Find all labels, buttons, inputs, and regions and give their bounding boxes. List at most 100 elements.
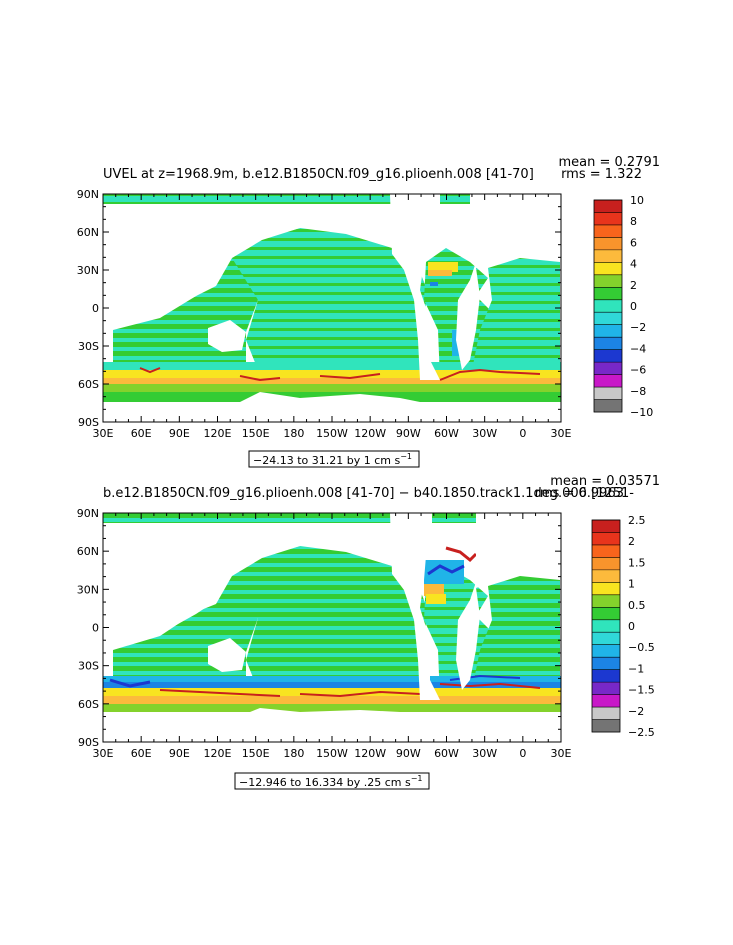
colorbar-swatch: [592, 557, 620, 571]
colorbar-frame: [591, 519, 621, 733]
colorbar-label: −2.5: [628, 726, 655, 739]
y-tick-label: 60S: [78, 378, 99, 391]
colorbar-swatch: [592, 669, 620, 683]
panel-1-range-box: −24.13 to 31.21 by 1 cm s−1: [248, 450, 420, 468]
panel-2-rms: rms = 0.9963: [535, 486, 624, 501]
panel-2-y-ticks: 90N 60N 30N 0 30S 60S 90S: [77, 507, 561, 749]
y-tick-label: 90N: [77, 507, 99, 520]
colorbar-label: 1.5: [628, 556, 646, 569]
panel-2-colorbar: 2.5 2 1.5 1 0.5 0 −0.5 −1 −1.5 −2 −2.5: [591, 514, 655, 739]
panel-1-title: UVEL at z=1968.9m, b.e12.B1850CN.f09_g16…: [103, 167, 534, 182]
colorbar-label: 10: [630, 194, 644, 207]
colorbar-swatch: [592, 544, 620, 558]
panel-1-y-ticks: 90N 60N 30N 0 30S 60S 90S: [77, 188, 561, 429]
colorbar-swatch: [592, 569, 620, 583]
colorbar-swatch: [592, 644, 620, 658]
x-tick-label: 60W: [434, 427, 459, 440]
panel-1-mean: mean = 0.2791: [558, 155, 660, 170]
colorbar-swatch: [594, 262, 622, 276]
y-tick-label: 90S: [78, 736, 99, 749]
colorbar-label: 8: [630, 215, 637, 228]
colorbar-swatch: [594, 349, 622, 363]
colorbar-swatch: [594, 212, 622, 226]
colorbar-swatch: [592, 657, 620, 670]
x-tick-label: 180: [283, 427, 304, 440]
x-tick-label: 30E: [551, 427, 572, 440]
colorbar-label: 0: [630, 300, 637, 313]
x-tick-label: 90E: [169, 747, 190, 760]
colorbar-swatch: [592, 520, 620, 533]
colorbar-swatch: [594, 362, 622, 375]
x-tick-label: 150W: [316, 747, 348, 760]
x-tick-label: 30W: [472, 747, 497, 760]
colorbar-swatch: [594, 299, 622, 313]
colorbar-label: 4: [630, 258, 637, 271]
x-tick-label: 60E: [131, 427, 152, 440]
x-tick-label: 150W: [316, 427, 348, 440]
x-tick-label: 30W: [472, 427, 497, 440]
panel-1-x-ticks: 30E 60E 90E 120E 150E 180 150W 120W 90W 60W 30W 0 30…: [93, 194, 572, 440]
y-tick-label: 30S: [78, 340, 99, 353]
x-tick-label: 90W: [396, 427, 421, 440]
panel-2-x-ticks: 30E 60E 90E 120E 150E 180 150W 120W 90W 60W 30W 0 30…: [93, 513, 572, 760]
colorbar-swatch: [594, 374, 622, 388]
y-tick-label: 0: [92, 302, 99, 315]
x-tick-label: 150E: [242, 747, 270, 760]
y-tick-label: 60N: [77, 226, 99, 239]
colorbar-swatch: [592, 694, 620, 708]
colorbar-label: −2: [628, 705, 644, 718]
panel-2-mean: mean = 0.03571: [550, 474, 660, 489]
y-tick-label: 90N: [77, 188, 99, 201]
panel-1-rms: rms = 1.322: [561, 167, 642, 182]
panel-2: 30E 60E 90E 120E 150E 180 150W 120W 90W 60W 30W 0 30…: [77, 474, 660, 790]
y-tick-label: 30N: [77, 264, 99, 277]
x-tick-label: 30E: [93, 427, 114, 440]
colorbar-swatch: [594, 200, 622, 213]
colorbar-label: −2: [630, 321, 646, 334]
colorbar-label: 0: [628, 620, 635, 633]
panel-1-colorbar: 10 8 6 4 2 0 −2 −4 −6 −8 −10: [593, 194, 653, 419]
x-tick-label: 120W: [354, 427, 386, 440]
colorbar-swatch: [594, 237, 622, 251]
y-tick-label: 90S: [78, 416, 99, 429]
colorbar-label: −1.5: [628, 684, 655, 697]
panel-1-range-unit: −1: [400, 452, 412, 461]
colorbar-swatch: [594, 387, 622, 400]
x-tick-label: 150E: [242, 427, 270, 440]
y-tick-label: 30S: [78, 660, 99, 673]
colorbar-swatch: [592, 532, 620, 546]
colorbar-swatch: [592, 582, 620, 596]
colorbar-label: 1: [628, 578, 635, 591]
x-tick-label: 90W: [396, 747, 421, 760]
panel-2-range-label: −12.946 to 16.334 by .25 cm s: [239, 776, 411, 789]
colorbar-label: −6: [630, 364, 646, 377]
colorbar-swatch: [592, 719, 620, 733]
colorbar-swatch: [594, 249, 622, 263]
y-tick-label: 60S: [78, 698, 99, 711]
colorbar-swatch: [594, 399, 622, 413]
panel-2-field: [103, 513, 561, 742]
panel-1-field: [103, 194, 561, 422]
colorbar-label: 0.5: [628, 599, 646, 612]
colorbar-label: 2: [630, 279, 637, 292]
svg-text:−12.946 to 16.334 by .25 cm s−: −12.946 to 16.334 by .25 cm s−1: [239, 774, 423, 789]
colorbar-label: −0.5: [628, 641, 655, 654]
panel-1: 30E 60E 90E 120E 150E 180 150W 120W 90W 60W 30W 0 30…: [77, 155, 660, 468]
x-tick-label: 60E: [131, 747, 152, 760]
colorbar-label: −10: [630, 406, 653, 419]
colorbar-swatch: [594, 224, 622, 238]
colorbar-label: −8: [630, 385, 646, 398]
x-tick-label: 120E: [204, 427, 232, 440]
panel-1-range-label: −24.13 to 31.21 by 1 cm s: [253, 454, 400, 467]
x-tick-label: 0: [519, 747, 526, 760]
y-tick-label: 60N: [77, 545, 99, 558]
colorbar-frame: [593, 199, 623, 413]
colorbar-label: 6: [630, 236, 637, 249]
colorbar-swatch: [592, 607, 620, 621]
colorbar-swatch: [592, 594, 620, 608]
colorbar-swatch: [594, 287, 622, 301]
colorbar-label: 2.5: [628, 514, 646, 527]
colorbar-swatch: [592, 632, 620, 646]
colorbar-swatch: [594, 274, 622, 288]
y-tick-label: 30N: [77, 583, 99, 596]
